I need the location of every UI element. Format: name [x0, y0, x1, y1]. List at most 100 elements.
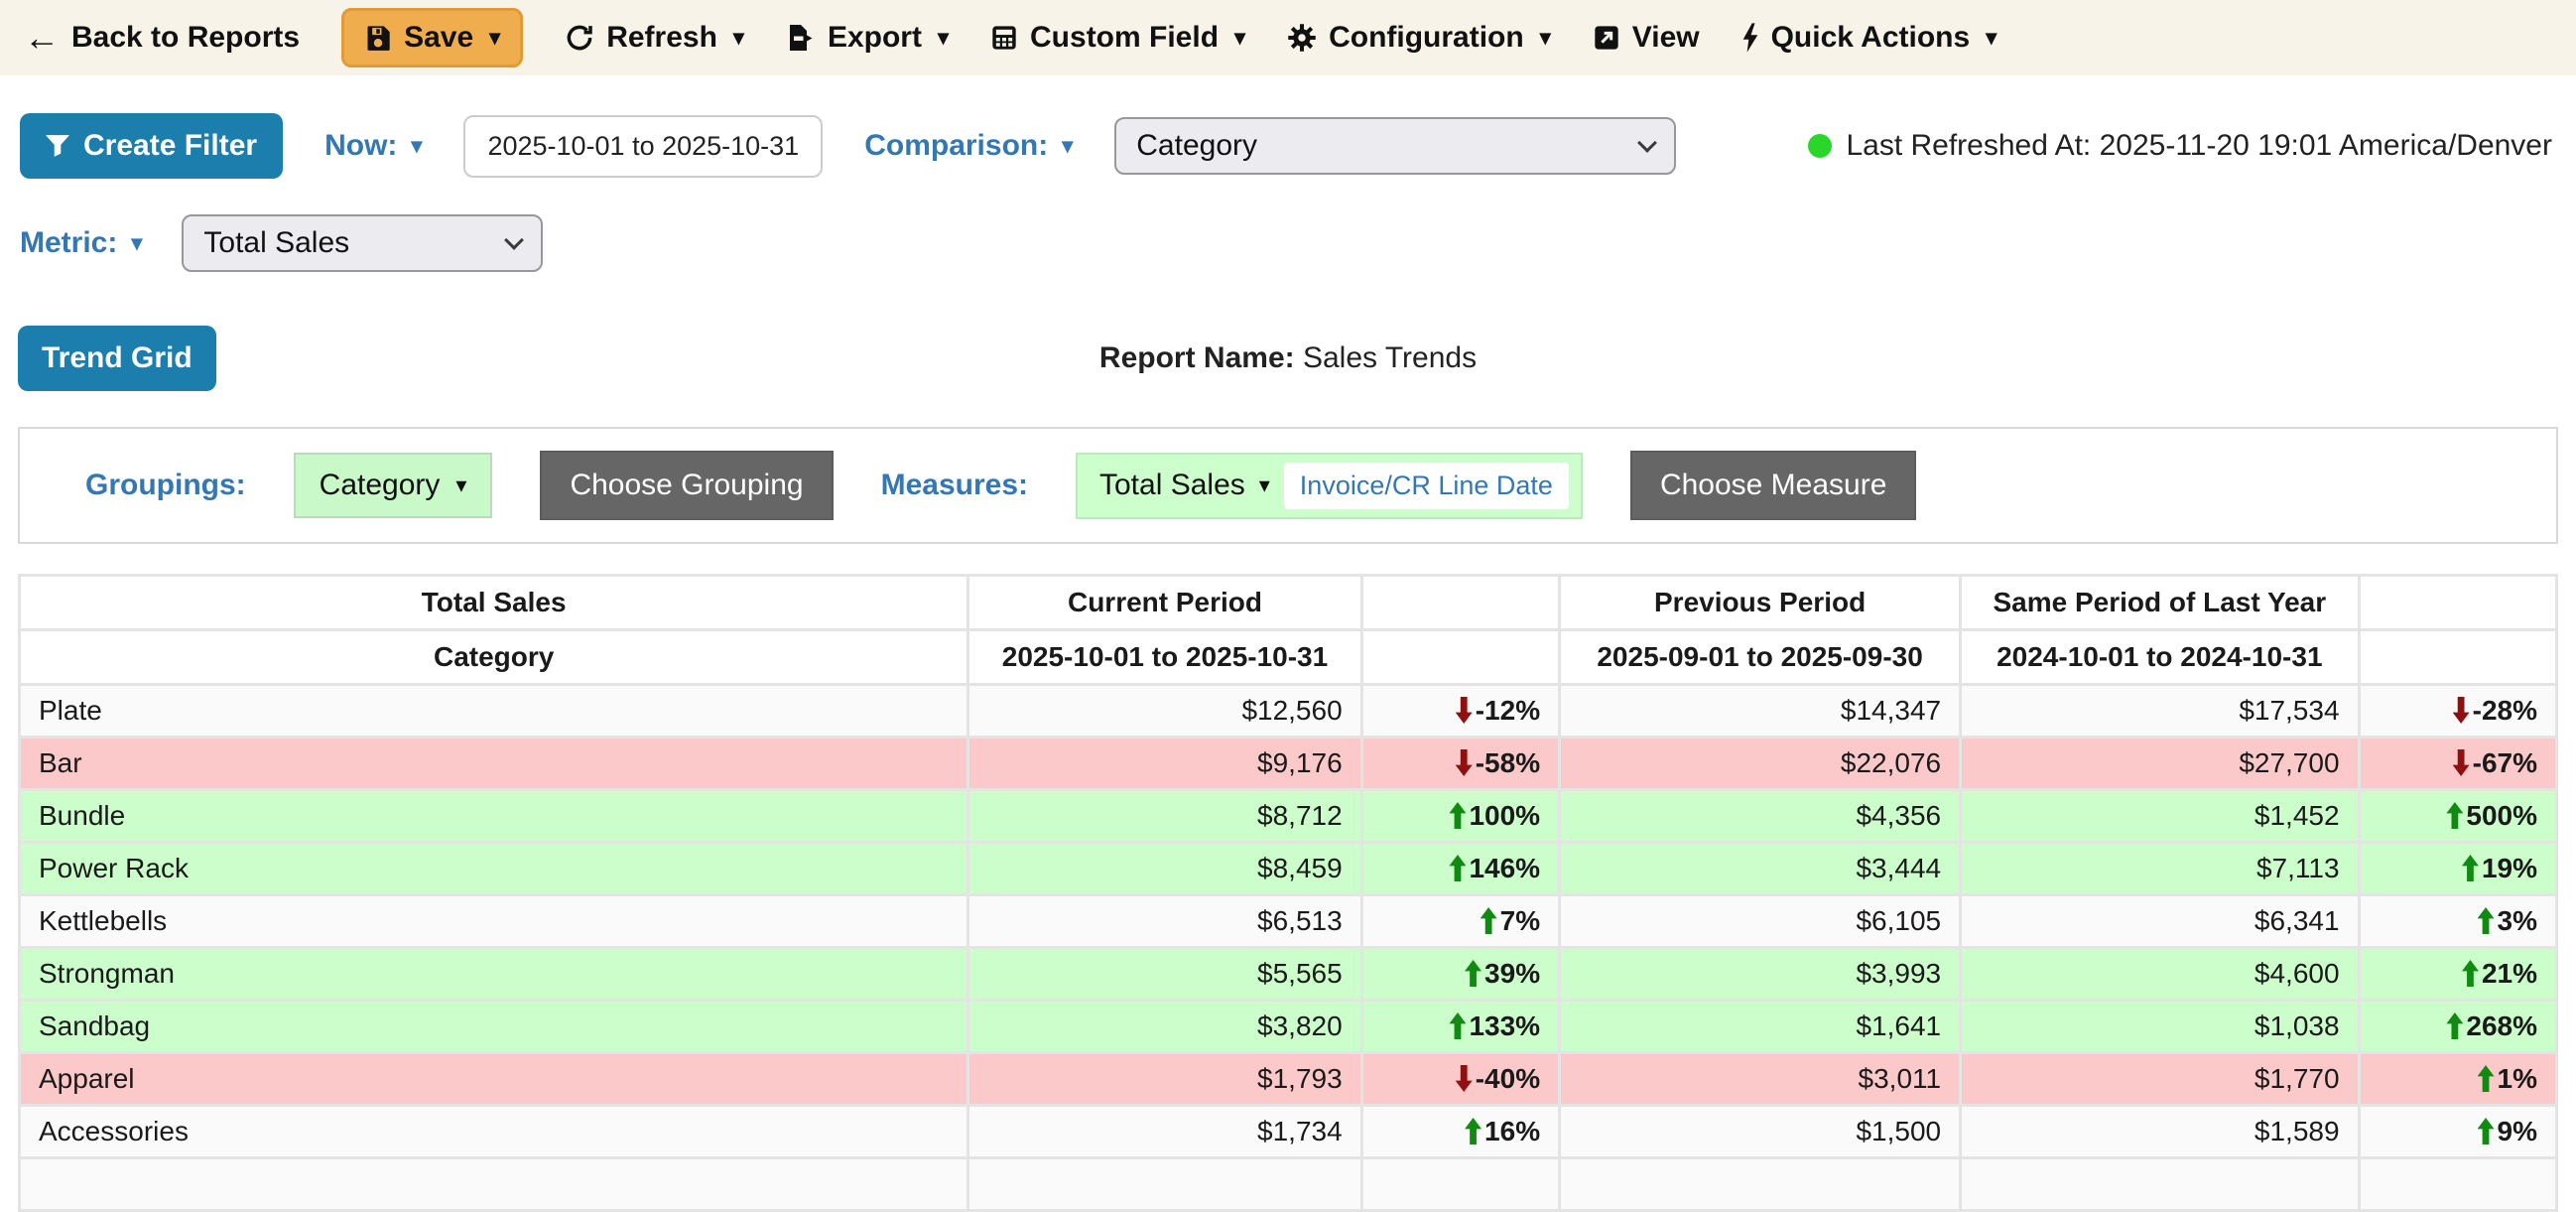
trend-grid-button[interactable]: Trend Grid: [18, 326, 216, 391]
header-change-col: [1359, 574, 1562, 631]
metric-dropdown[interactable]: Metric: ▾: [20, 226, 142, 260]
configuration-menu[interactable]: Configuration ▾: [1287, 21, 1551, 55]
category-cell: Bar: [17, 736, 970, 791]
comparison-select[interactable]: Category: [1114, 117, 1677, 175]
grouping-chip-category[interactable]: Category ▾: [293, 453, 493, 518]
now-dropdown[interactable]: Now: ▾: [324, 129, 422, 163]
current-vs-last-year-change: 19%: [2357, 841, 2559, 896]
current-period-value: $6,513: [966, 893, 1363, 949]
category-cell: Apparel: [17, 1051, 970, 1107]
current-period-value: $1,734: [966, 1104, 1363, 1159]
arrow-left-icon: ←: [24, 17, 60, 58]
previous-period-value: $1,500: [1558, 1104, 1963, 1159]
filter-row: Create Filter Now: ▾ 2025-10-01 to 2025-…: [0, 113, 2576, 179]
caret-down-icon: ▾: [131, 230, 143, 255]
table-row[interactable]: Strongman $5,565 39% $3,993 $4,600 21%: [17, 946, 2559, 1002]
trend-arrow-icon: [2452, 697, 2470, 724]
current-vs-last-year-change: 21%: [2357, 946, 2559, 1002]
choose-grouping-button[interactable]: Choose Grouping: [540, 451, 834, 520]
current-vs-last-year-change: 3%: [2357, 893, 2559, 949]
measure-date-field[interactable]: Invoice/CR Line Date: [1283, 462, 1569, 509]
date-range-field[interactable]: 2025-10-01 to 2025-10-31: [463, 114, 824, 178]
current-vs-last-year-change: 268%: [2357, 999, 2559, 1054]
choose-measure-button[interactable]: Choose Measure: [1629, 451, 1917, 520]
metric-label: Metric:: [20, 226, 118, 259]
status-green-dot-icon: [1808, 134, 1833, 158]
table-row[interactable]: Accessories $1,734 16% $1,500 $1,589 9%: [17, 1104, 2559, 1159]
last-year-value: $1,038: [1959, 999, 2361, 1054]
table-row[interactable]: Bar $9,176 -58% $22,076 $27,700 -67%: [17, 736, 2559, 791]
trend-arrow-icon: [1455, 697, 1473, 724]
report-name-value: Sales Trends: [1302, 341, 1478, 374]
current-period-value: $12,560: [966, 683, 1363, 739]
last-year-value: $7,113: [1959, 841, 2361, 896]
current-vs-previous-change: 133%: [1359, 999, 1562, 1054]
last-year-value: $27,700: [1959, 736, 2361, 791]
view-button[interactable]: View: [1593, 21, 1700, 55]
trend-arrow-icon: [2446, 1012, 2464, 1039]
current-vs-previous-change: 7%: [1359, 893, 1562, 949]
current-vs-previous-change: 16%: [1359, 1104, 1562, 1159]
comparison-dropdown[interactable]: Comparison: ▾: [864, 129, 1073, 163]
category-cell: Strongman: [17, 946, 970, 1002]
table-row[interactable]: Kettlebells $6,513 7% $6,105 $6,341 3%: [17, 893, 2559, 949]
table-header-period-row: Category 2025-10-01 to 2025-10-31 2025-0…: [17, 628, 2559, 686]
category-cell: Kettlebells: [17, 893, 970, 949]
table-row[interactable]: Apparel $1,793 -40% $3,011 $1,770 1%: [17, 1051, 2559, 1107]
category-cell: Sandbag: [17, 999, 970, 1054]
trend-arrow-icon: [1465, 1118, 1482, 1145]
grouping-chip-label: Category: [319, 469, 441, 501]
current-vs-previous-change: 100%: [1359, 788, 1562, 844]
trend-arrow-icon: [1449, 1012, 1467, 1039]
table-row[interactable]: Plate $12,560 -12% $14,347 $17,534 -28%: [17, 683, 2559, 739]
trend-grid-table: Total Sales Current Period Previous Peri…: [17, 574, 2559, 1212]
category-cell: Bundle: [17, 788, 970, 844]
refresh-menu[interactable]: Refresh ▾: [565, 21, 744, 55]
trend-arrow-icon: [1449, 855, 1467, 881]
create-filter-button[interactable]: Create Filter: [20, 113, 284, 179]
funnel-icon: [46, 135, 69, 157]
header-category: Category: [17, 628, 970, 686]
current-vs-last-year-change: -28%: [2357, 683, 2559, 739]
table-row[interactable]: Bundle $8,712 100% $4,356 $1,452 500%: [17, 788, 2559, 844]
measures-label: Measures:: [880, 469, 1028, 501]
caret-down-icon: ▾: [937, 25, 950, 50]
trend-arrow-icon: [2461, 855, 2479, 881]
trend-arrow-icon: [2477, 1118, 2495, 1145]
table-row[interactable]: Sandbag $3,820 133% $1,641 $1,038 268%: [17, 999, 2559, 1054]
header-previous-dates: 2025-09-01 to 2025-09-30: [1558, 628, 1963, 686]
floppy-disk-icon: [364, 24, 392, 52]
current-vs-previous-change: 39%: [1359, 946, 1562, 1002]
save-button[interactable]: Save ▾: [341, 8, 524, 67]
previous-period-value: $3,444: [1558, 841, 1963, 896]
previous-period-value: $6,105: [1558, 893, 1963, 949]
comparison-select-value: Category: [1136, 129, 1257, 162]
caret-down-icon: ▾: [489, 25, 501, 50]
custom-field-menu[interactable]: Custom Field ▾: [990, 21, 1245, 55]
quick-actions-menu[interactable]: Quick Actions ▾: [1741, 21, 1996, 55]
metric-select[interactable]: Total Sales: [182, 214, 544, 272]
trend-arrow-icon: [2446, 802, 2464, 829]
current-period-value: $1,793: [966, 1051, 1363, 1107]
measure-chip-total-sales[interactable]: Total Sales ▾ Invoice/CR Line Date: [1076, 452, 1583, 519]
configuration-label: Configuration: [1329, 21, 1524, 54]
trend-arrow-icon: [1455, 749, 1473, 776]
header-change-col: [2357, 574, 2559, 631]
current-period-value: $8,459: [966, 841, 1363, 896]
metric-select-value: Total Sales: [203, 226, 350, 259]
category-cell: Power Rack: [17, 841, 970, 896]
caret-down-icon: ▾: [732, 25, 744, 50]
last-refreshed-text: Last Refreshed At: 2025-11-20 19:01 Amer…: [1846, 129, 2552, 162]
trend-arrow-icon: [1455, 1065, 1473, 1092]
back-to-reports-button[interactable]: ← Back to Reports: [24, 17, 300, 59]
toolbar: ← Back to Reports Save ▾ Refresh ▾ Expor…: [0, 0, 2576, 75]
comparison-label: Comparison:: [864, 129, 1049, 162]
current-vs-previous-change: -12%: [1359, 683, 1562, 739]
table-row[interactable]: Power Rack $8,459 146% $3,444 $7,113 19%: [17, 841, 2559, 896]
current-vs-previous-change: 146%: [1359, 841, 1562, 896]
last-year-value: $1,452: [1959, 788, 2361, 844]
last-year-value: $6,341: [1959, 893, 2361, 949]
last-year-value: $1,770: [1959, 1051, 2361, 1107]
export-menu[interactable]: Export ▾: [786, 21, 949, 55]
refresh-icon: [565, 23, 594, 53]
